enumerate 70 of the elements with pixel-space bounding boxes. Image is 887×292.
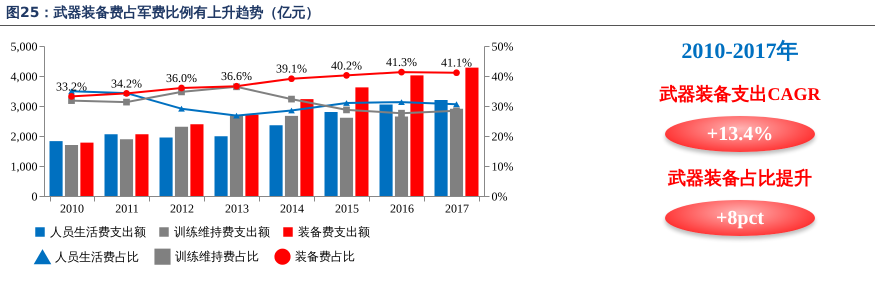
data-label: 41.1% bbox=[441, 56, 472, 70]
x-tick-label: 2016 bbox=[390, 202, 414, 216]
text: 武器装备支出CAGR bbox=[660, 83, 820, 106]
text: 武器装备占比提升 bbox=[668, 167, 812, 190]
ellipse-badge: +13.4% bbox=[665, 116, 815, 152]
y2-tick-label: 30% bbox=[492, 100, 514, 114]
data-label: 33.2% bbox=[56, 79, 87, 94]
point bbox=[288, 108, 295, 114]
data-label: 36.6% bbox=[221, 69, 252, 84]
chart-title: 图25：武器装备费占军费比例有上升趋势（亿元） bbox=[0, 0, 875, 26]
point bbox=[288, 96, 295, 102]
bar bbox=[355, 87, 368, 196]
point bbox=[233, 112, 240, 119]
point bbox=[123, 98, 130, 106]
y2-tick-label: 0% bbox=[492, 190, 508, 204]
data-label: 34.2% bbox=[111, 76, 142, 90]
bar bbox=[104, 134, 118, 196]
legend-label: 人员生活费占比 bbox=[55, 250, 139, 264]
bar bbox=[190, 124, 204, 196]
point bbox=[343, 72, 350, 79]
point bbox=[288, 75, 295, 82]
point bbox=[398, 99, 405, 106]
legend-label: 装备费占比 bbox=[295, 250, 355, 264]
y-tick-label: 2,000 bbox=[10, 130, 38, 144]
bar bbox=[80, 142, 94, 196]
y-tick-label: 0 bbox=[32, 190, 38, 204]
y2-tick-label: 20% bbox=[492, 130, 514, 144]
point bbox=[343, 100, 350, 106]
point bbox=[343, 106, 350, 114]
y-tick-label: 5,000 bbox=[10, 40, 38, 54]
point bbox=[398, 110, 405, 117]
text: 2010-2017年 bbox=[681, 37, 799, 65]
bar bbox=[245, 114, 258, 196]
y2-tick-label: 10% bbox=[492, 160, 514, 174]
data-label: 36.0% bbox=[166, 71, 197, 85]
bar bbox=[324, 112, 338, 196]
point bbox=[453, 101, 460, 108]
data-label: 40.2% bbox=[331, 58, 362, 72]
point bbox=[178, 84, 185, 92]
data-label: 39.1% bbox=[276, 62, 307, 76]
x-tick-label: 2014 bbox=[280, 202, 304, 216]
bar bbox=[50, 141, 63, 196]
legend-label: 装备费支出额 bbox=[298, 225, 370, 239]
x-tick-label: 2012 bbox=[170, 202, 194, 216]
bar bbox=[214, 136, 228, 196]
bar bbox=[160, 138, 173, 196]
x-tick-label: 2010 bbox=[60, 202, 84, 216]
legend-label: 训练维持费占比 bbox=[175, 250, 259, 264]
bar bbox=[300, 99, 314, 196]
data-label: 41.3% bbox=[386, 55, 417, 70]
point bbox=[178, 106, 185, 112]
point bbox=[68, 93, 75, 100]
bar bbox=[135, 134, 148, 196]
x-tick-label: 2013 bbox=[225, 202, 249, 216]
ellipse-badge: +8pct bbox=[665, 200, 815, 236]
legend-label: 人员生活费支出额 bbox=[50, 225, 146, 239]
bar bbox=[465, 68, 478, 196]
legend-label: 训练维持费支出额 bbox=[174, 225, 270, 239]
x-tick-label: 2011 bbox=[115, 202, 139, 216]
point bbox=[398, 68, 405, 76]
x-tick-label: 2017 bbox=[445, 202, 469, 216]
y2-tick-label: 40% bbox=[492, 70, 514, 84]
bar bbox=[410, 75, 424, 196]
y-tick-label: 3,000 bbox=[10, 100, 38, 114]
x-tick-label: 2015 bbox=[335, 202, 359, 216]
bar bbox=[270, 125, 283, 196]
y2-tick-label: 50% bbox=[492, 40, 514, 54]
point bbox=[453, 69, 460, 76]
y-tick-label: 4,000 bbox=[10, 70, 38, 84]
y-tick-label: 1,000 bbox=[10, 160, 38, 174]
